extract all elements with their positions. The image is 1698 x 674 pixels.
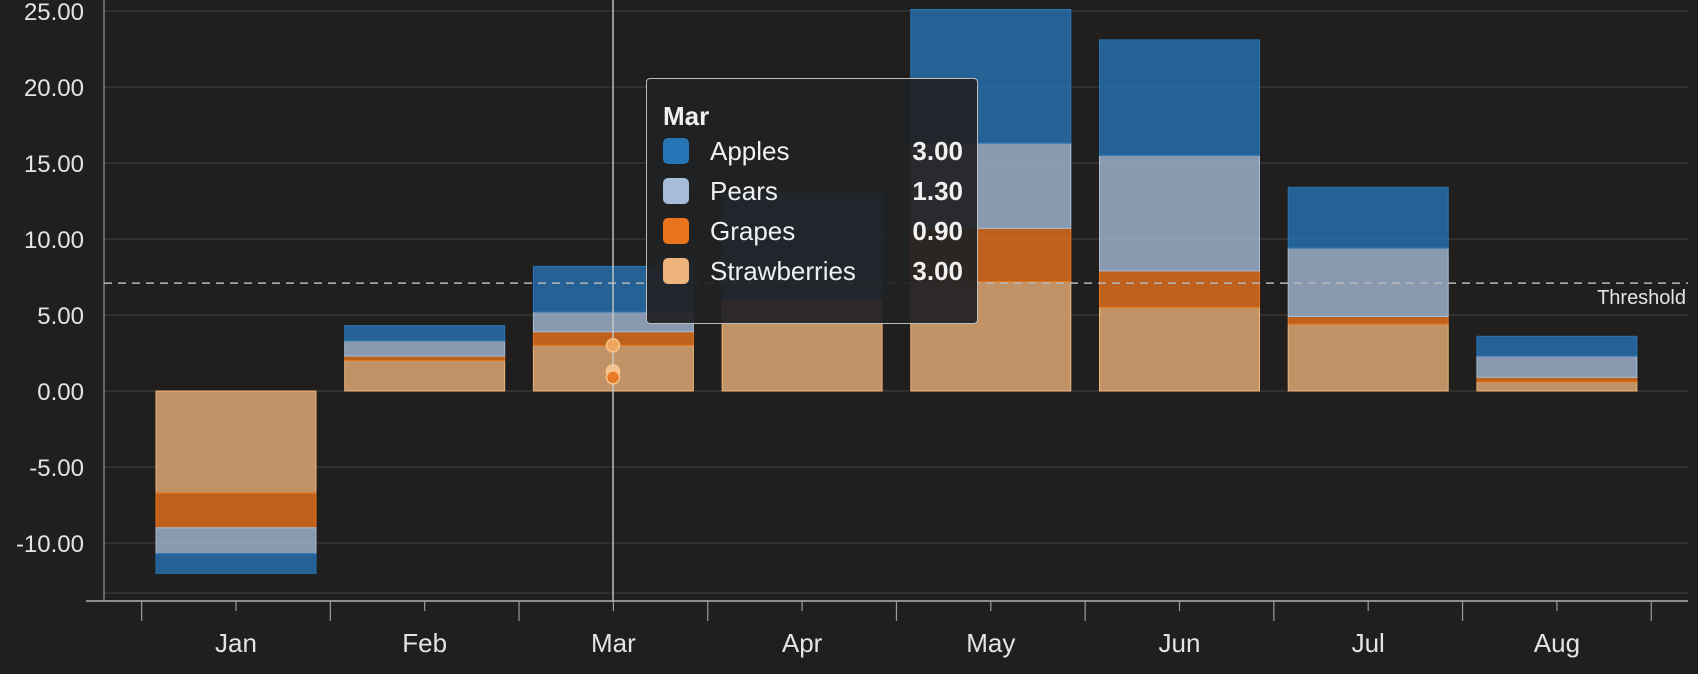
bar-strawberries-jan xyxy=(155,390,317,494)
bar-pears-jun xyxy=(1099,154,1260,272)
bar-grapes-feb xyxy=(344,355,506,362)
x-tick-label: Aug xyxy=(1534,628,1580,658)
tooltip-value-apples: 3.00 xyxy=(912,136,963,166)
tooltip-label-apples: Apples xyxy=(710,136,790,166)
bar-grapes-aug xyxy=(1476,376,1638,383)
hover-point-grapes xyxy=(605,370,621,385)
bar-strawberries-aug xyxy=(1476,381,1638,392)
bar-apples-jun xyxy=(1099,39,1260,156)
x-tick-label: Jul xyxy=(1352,628,1385,658)
x-tick-label: Mar xyxy=(591,628,636,658)
bar-pears-jul xyxy=(1287,247,1449,318)
tooltip-row-grapes: Grapes 0.90 xyxy=(663,211,963,251)
tooltip-label-pears: Pears xyxy=(710,176,778,206)
x-tick-label: Jan xyxy=(215,628,257,658)
x-tick-label: Apr xyxy=(782,628,823,658)
tooltip-title: Mar xyxy=(663,101,710,131)
x-tick-label: Jun xyxy=(1159,628,1201,658)
tooltip-label-strawberries: Strawberries xyxy=(710,256,856,286)
bar-strawberries-feb xyxy=(344,360,506,392)
tooltip-swatch-apples xyxy=(663,138,689,164)
tooltip-value-strawberries: 3.00 xyxy=(912,256,963,286)
y-tick-label: -10.00 xyxy=(16,531,84,558)
bar-grapes-jun xyxy=(1099,270,1260,308)
y-tick-label: 15.00 xyxy=(24,151,84,178)
bar-pears-feb xyxy=(344,340,506,357)
bar-apples-jan xyxy=(155,553,317,574)
tooltip-value-grapes: 0.90 xyxy=(912,216,963,246)
axes-group: 25.00 20.00 15.00 10.00 5.00 0.00 -5.00 -10.00 J… xyxy=(16,0,1688,658)
bar-pears-jan xyxy=(155,527,317,555)
tooltip-swatch-strawberries xyxy=(663,258,689,284)
hover-tooltip: Mar Apples 3.00 Pears 1.30 Grapes 0.90 S… xyxy=(646,78,978,324)
y-tick-label: 5.00 xyxy=(37,303,84,330)
bar-pears-aug xyxy=(1476,355,1638,378)
y-tick-label: 25.00 xyxy=(24,0,84,26)
bar-strawberries-jul xyxy=(1287,323,1449,392)
y-tick-label: -5.00 xyxy=(29,455,84,482)
y-tick-label: 0.00 xyxy=(37,379,84,406)
x-tick-label: May xyxy=(966,628,1015,658)
tooltip-value-pears: 1.30 xyxy=(912,176,963,206)
threshold-label: Threshold xyxy=(1597,287,1686,309)
y-tick-label: 20.00 xyxy=(24,75,84,102)
tooltip-swatch-grapes xyxy=(663,218,689,244)
bar-apples-jul xyxy=(1287,186,1449,249)
tooltip-row-strawberries: Strawberries 3.00 xyxy=(663,251,963,291)
tooltip-row-pears: Pears 1.30 xyxy=(663,171,963,211)
hover-point-strawberries xyxy=(605,338,621,353)
tooltip-swatch-pears xyxy=(663,178,689,204)
bar-apples-feb xyxy=(344,325,506,342)
x-tick-label: Feb xyxy=(402,628,447,658)
y-tick-label: 10.00 xyxy=(24,227,84,254)
bar-apples-aug xyxy=(1476,335,1638,357)
bar-grapes-jan xyxy=(155,492,317,529)
tooltip-row-apples: Apples 3.00 xyxy=(663,131,963,171)
tooltip-label-grapes: Grapes xyxy=(710,216,796,246)
bar-grapes-jul xyxy=(1287,316,1449,325)
bar-strawberries-jun xyxy=(1099,306,1260,392)
